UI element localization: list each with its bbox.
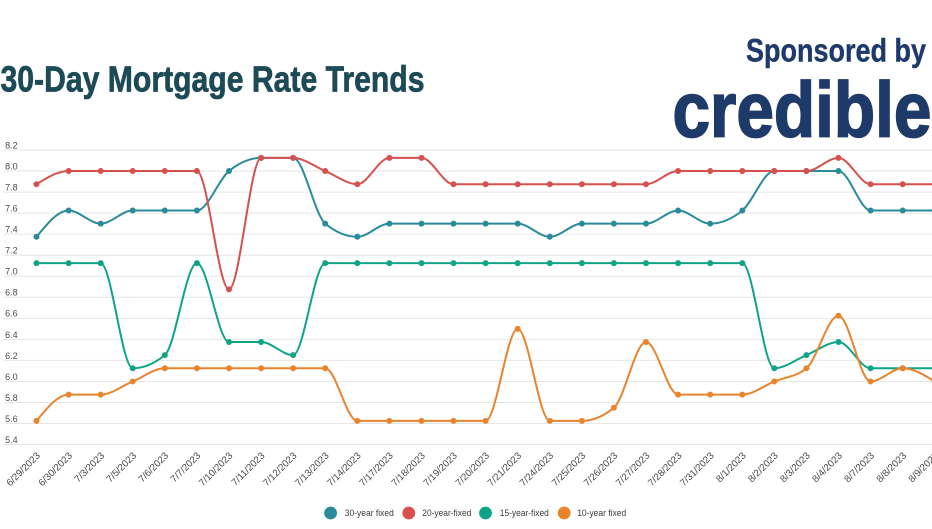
svg-text:6.0: 6.0: [5, 372, 18, 382]
svg-text:7.0: 7.0: [5, 267, 18, 277]
svg-text:5.4: 5.4: [5, 435, 18, 445]
svg-text:10-year fixed: 10-year fixed: [577, 508, 626, 518]
svg-text:7.4: 7.4: [5, 225, 18, 235]
svg-text:7.8: 7.8: [5, 182, 18, 192]
svg-text:15-year-fixed: 15-year-fixed: [500, 508, 549, 518]
svg-text:Sponsored by: Sponsored by: [746, 33, 926, 69]
svg-text:6.8: 6.8: [5, 288, 18, 298]
svg-text:8.2: 8.2: [5, 140, 18, 150]
svg-text:30-year fixed: 30-year fixed: [345, 508, 394, 518]
svg-text:5.8: 5.8: [5, 393, 18, 403]
svg-text:6.6: 6.6: [5, 309, 18, 319]
svg-text:8.0: 8.0: [5, 161, 18, 171]
svg-text:7.2: 7.2: [5, 246, 18, 256]
svg-text:5.6: 5.6: [5, 414, 18, 424]
svg-text:credible: credible: [673, 66, 932, 154]
svg-text:20-year-fixed: 20-year-fixed: [422, 508, 471, 518]
svg-text:6.2: 6.2: [5, 351, 18, 361]
svg-text:6.4: 6.4: [5, 330, 18, 340]
svg-text:7.6: 7.6: [5, 204, 18, 214]
svg-text:30-Day Mortgage Rate Trends: 30-Day Mortgage Rate Trends: [1, 58, 425, 99]
